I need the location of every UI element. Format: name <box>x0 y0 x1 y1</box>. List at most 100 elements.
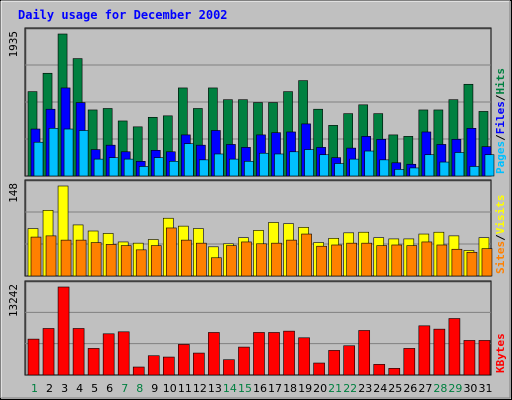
x-tick-label-8: 8 <box>136 382 143 395</box>
series-legend: KBytes <box>494 333 507 373</box>
bar-pages-day-23 <box>364 150 375 177</box>
bar-kbytes-day-15 <box>238 346 250 376</box>
bar-kbytes-day-21 <box>328 350 340 376</box>
bar-pages-day-17 <box>274 153 284 177</box>
x-axis-labels: 1 2 3 4 5 6 7 8 9 10 11 12 13 14 15 16 17 18 19 20 21 22 23 24 2… <box>31 382 492 395</box>
bar-kbytes-day-16 <box>253 332 265 376</box>
x-tick-label-5: 5 <box>91 382 98 395</box>
bar-sites-day-26 <box>406 245 418 277</box>
bar-kbytes-day-14 <box>223 359 235 376</box>
series-legend: Sites/Visits <box>494 195 507 275</box>
bar-sites-day-9 <box>150 245 162 277</box>
x-tick-label-20: 20 <box>313 382 327 395</box>
bar-sites-day-21 <box>331 244 342 277</box>
bar-sites-day-4 <box>75 239 87 277</box>
bar-pages-day-15 <box>244 161 254 177</box>
bar-pages-day-6 <box>108 157 119 177</box>
x-tick-label-25: 25 <box>388 382 402 395</box>
bar-pages-day-26 <box>409 167 420 177</box>
bar-sites-day-2 <box>45 235 57 277</box>
bar-kbytes-day-8 <box>132 366 145 376</box>
bar-kbytes-day-12 <box>193 352 205 376</box>
chart-panels: 1935 Pages/Files/Hits 148 Sites/Visits 13242… <box>7 27 507 376</box>
bar-pages-day-4 <box>78 130 89 177</box>
x-tick-label-22: 22 <box>343 382 357 395</box>
bar-kbytes-day-23 <box>358 330 371 376</box>
panel-3: 13242 KBytes <box>7 280 507 376</box>
bar-kbytes-day-6 <box>102 333 115 376</box>
bar-kbytes-day-17 <box>268 332 280 376</box>
bar-kbytes-day-7 <box>117 331 130 376</box>
bar-kbytes-day-2 <box>42 328 55 376</box>
bar-pages-day-13 <box>214 153 224 177</box>
x-tick-label-28: 28 <box>433 382 447 395</box>
bar-sites-day-19 <box>301 233 312 277</box>
x-tick-label-15: 15 <box>238 382 252 395</box>
bar-sites-day-17 <box>271 242 282 277</box>
x-tick-label-10: 10 <box>163 382 177 395</box>
bar-pages-day-1 <box>33 141 44 177</box>
bar-pages-day-22 <box>349 158 359 177</box>
x-tick-label-24: 24 <box>373 382 387 395</box>
bar-pages-day-2 <box>48 127 59 177</box>
bar-pages-day-30 <box>469 166 480 177</box>
x-tick-label-7: 7 <box>121 382 128 395</box>
bar-sites-day-30 <box>466 251 478 277</box>
bar-kbytes-day-13 <box>208 332 220 376</box>
bar-sites-day-31 <box>481 248 493 277</box>
bar-pages-day-14 <box>229 158 239 177</box>
bar-pages-day-11 <box>184 143 194 177</box>
x-tick-label-21: 21 <box>328 382 342 395</box>
bar-kbytes-day-30 <box>463 340 476 376</box>
x-tick-label-6: 6 <box>106 382 113 395</box>
bar-kbytes-day-3 <box>57 286 70 376</box>
bar-pages-day-18 <box>289 151 299 177</box>
x-tick-label-3: 3 <box>61 382 68 395</box>
bar-sites-day-8 <box>135 249 147 277</box>
bar-pages-day-16 <box>259 152 269 177</box>
bar-sites-day-18 <box>286 239 297 277</box>
x-tick-label-4: 4 <box>76 382 83 395</box>
bar-pages-day-7 <box>123 158 134 177</box>
bar-pages-day-20 <box>319 154 329 177</box>
x-tick-label-31: 31 <box>478 382 492 395</box>
bar-pages-day-27 <box>424 154 435 177</box>
bar-kbytes-day-11 <box>178 344 190 376</box>
bar-kbytes-day-19 <box>298 337 310 376</box>
bar-sites-day-16 <box>256 243 267 277</box>
panel-2: 148 Sites/Visits <box>7 179 507 277</box>
bar-sites-day-6 <box>105 244 117 277</box>
bar-sites-day-13 <box>211 257 222 277</box>
bar-sites-day-28 <box>436 244 448 277</box>
bar-kbytes-day-31 <box>478 340 491 376</box>
bar-kbytes-day-20 <box>313 362 325 376</box>
bar-sites-day-23 <box>361 242 373 277</box>
panel-1: 1935 Pages/Files/Hits <box>7 27 507 177</box>
series-legend: Pages/Files/Hits <box>494 68 507 174</box>
bar-kbytes-day-25 <box>388 368 401 376</box>
bar-pages-day-25 <box>394 169 405 177</box>
bar-pages-day-12 <box>199 159 209 177</box>
bar-pages-day-3 <box>63 128 74 177</box>
bar-pages-day-28 <box>439 161 450 177</box>
bar-sites-day-1 <box>30 236 42 277</box>
x-tick-label-27: 27 <box>418 382 432 395</box>
bar-kbytes-day-27 <box>418 325 431 376</box>
x-tick-label-11: 11 <box>178 382 192 395</box>
bar-sites-day-11 <box>181 239 192 277</box>
x-tick-label-2: 2 <box>46 382 53 395</box>
bar-pages-day-5 <box>93 158 104 177</box>
bar-sites-day-25 <box>391 244 403 277</box>
bar-pages-day-10 <box>168 161 179 177</box>
bar-sites-day-27 <box>421 241 433 277</box>
y-max-label: 148 <box>7 183 20 203</box>
bar-pages-day-31 <box>484 154 495 177</box>
x-tick-label-30: 30 <box>463 382 477 395</box>
bar-kbytes-day-29 <box>448 318 461 376</box>
x-tick-label-13: 13 <box>208 382 222 395</box>
chart-title: Daily usage for December 2002 <box>18 8 228 22</box>
x-tick-label-16: 16 <box>253 382 267 395</box>
bar-sites-day-3 <box>60 239 72 277</box>
bar-sites-day-29 <box>451 248 463 277</box>
bar-kbytes-day-1 <box>27 338 40 376</box>
